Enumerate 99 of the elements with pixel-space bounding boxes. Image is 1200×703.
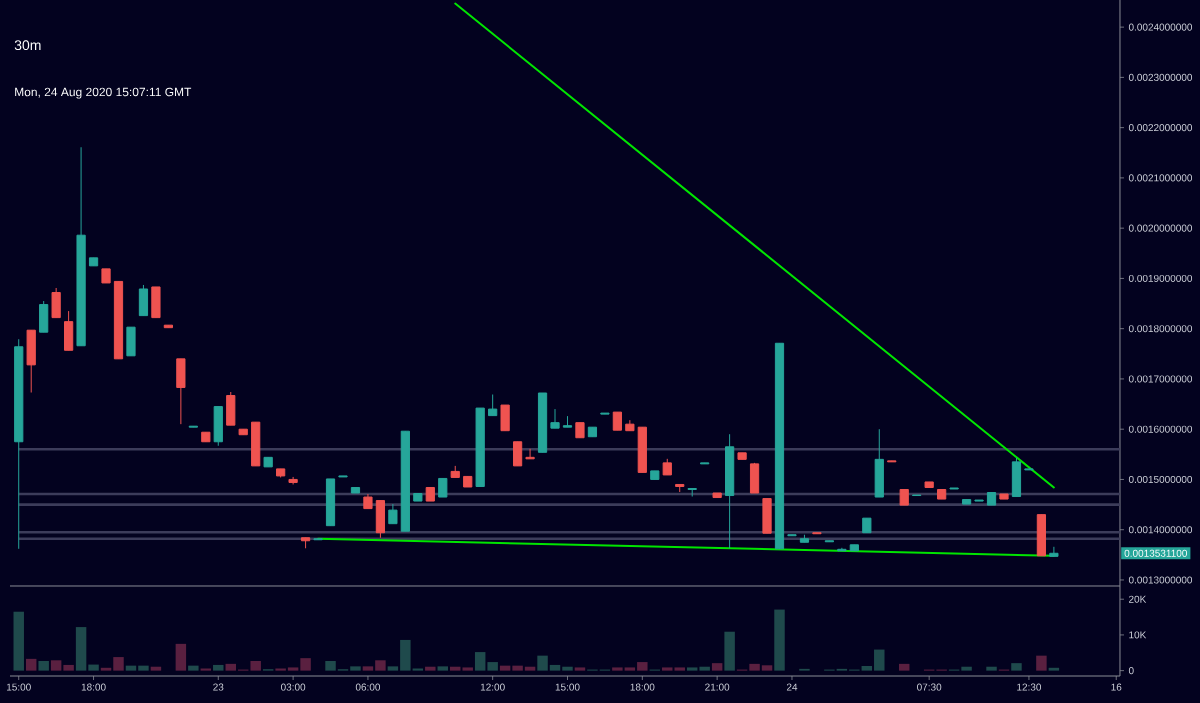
bar (724, 631, 735, 671)
y-tick-label: 0.0023000000 (1128, 73, 1193, 81)
bar (462, 667, 473, 671)
bar (362, 666, 374, 671)
y-tick-label: 0.0021000000 (1128, 174, 1193, 182)
bar (450, 666, 461, 671)
bar (25, 658, 37, 671)
bar (499, 665, 511, 671)
bar (624, 667, 636, 671)
bar (711, 663, 723, 671)
bar (138, 665, 149, 671)
bar (562, 666, 573, 671)
y-tick-label: 0.0019000000 (1128, 274, 1193, 282)
y-tick-label: 0.0014000000 (1128, 526, 1193, 534)
x-tick-label: 15:00 (555, 683, 580, 691)
bar (637, 662, 648, 671)
x-tick-label: 12:30 (1017, 683, 1042, 691)
bar (250, 661, 261, 671)
y-tick-label: 0.0024000000 (1128, 23, 1193, 31)
bar (113, 657, 124, 671)
bar (425, 666, 436, 671)
bar (125, 665, 137, 671)
bar (387, 666, 399, 671)
y-tick-label: 10K (1129, 631, 1147, 639)
bar (761, 665, 773, 671)
text: Mon, 24 Aug 2020 15:07:11 GMT (15, 87, 192, 99)
bar (674, 667, 685, 671)
text: 30m (14, 40, 41, 51)
bar (749, 663, 760, 671)
x-tick-label: 15:00 (6, 683, 31, 691)
bar (524, 666, 536, 671)
x-tick-label: 03:00 (280, 683, 306, 691)
y-tick-label: 0.0016000000 (1128, 425, 1193, 433)
bar (188, 665, 199, 671)
bar (537, 655, 548, 671)
bar (874, 649, 885, 671)
bar (487, 662, 498, 671)
candlestick (388, 503, 398, 525)
bar (474, 652, 486, 671)
bar (961, 666, 972, 671)
bar (699, 666, 710, 671)
candlestick (1049, 546, 1059, 557)
y-tick-label: 0.0022000000 (1128, 124, 1193, 132)
bar (75, 627, 87, 671)
bar (986, 666, 997, 671)
x-tick-label: 21:00 (705, 683, 730, 691)
x-tick-label: 23 (213, 683, 224, 691)
candlestick (438, 477, 448, 498)
bar (612, 667, 623, 671)
x-tick-label: 24 (786, 683, 798, 691)
y-tick-label: 0.0020000000 (1128, 224, 1193, 232)
bar (38, 661, 49, 671)
bar (225, 663, 236, 671)
bar (175, 643, 187, 671)
candlestick (550, 408, 560, 429)
bar (213, 664, 224, 671)
bar (412, 668, 424, 671)
y-tick-label: 0.0017000000 (1128, 375, 1193, 383)
bar (375, 660, 386, 671)
bar (686, 667, 698, 671)
bar (150, 666, 162, 671)
bar (88, 664, 99, 671)
bar (1048, 667, 1060, 671)
y-tick-label: 0.0018000000 (1128, 325, 1193, 333)
bar (200, 668, 212, 671)
bar (100, 667, 112, 671)
bar (287, 667, 299, 671)
x-tick-label: 06:00 (355, 683, 381, 691)
y-tick-label: 20K (1129, 595, 1147, 603)
x-tick-label: 18:00 (630, 683, 655, 691)
bar (574, 667, 586, 671)
x-tick-label: 18:00 (81, 683, 106, 691)
y-tick-label: 0.0015000000 (1128, 475, 1193, 483)
bar (50, 660, 62, 671)
bar (1036, 655, 1047, 671)
bar (898, 663, 910, 671)
y-tick-label: 0 (1128, 667, 1134, 675)
bar (861, 666, 873, 671)
bar (325, 661, 336, 671)
y-tick-label: 0.0013000000 (1128, 576, 1193, 584)
x-tick-label: 16 (1111, 683, 1122, 691)
bar (662, 667, 673, 671)
bar (512, 665, 523, 671)
bar (13, 611, 24, 671)
bar (1011, 663, 1022, 671)
bar (63, 664, 74, 671)
bar (300, 658, 311, 671)
candlestick (525, 448, 535, 460)
bar (275, 668, 286, 671)
bar (774, 609, 785, 671)
text: 0.0013531100 (1124, 549, 1187, 557)
candlestick (612, 411, 622, 431)
bar (549, 664, 561, 671)
bar (437, 666, 449, 671)
x-tick-label: 07:30 (917, 683, 942, 691)
bar (350, 666, 361, 671)
x-tick-label: 12:00 (480, 683, 505, 691)
candlestick (488, 394, 498, 417)
bar (400, 639, 411, 671)
